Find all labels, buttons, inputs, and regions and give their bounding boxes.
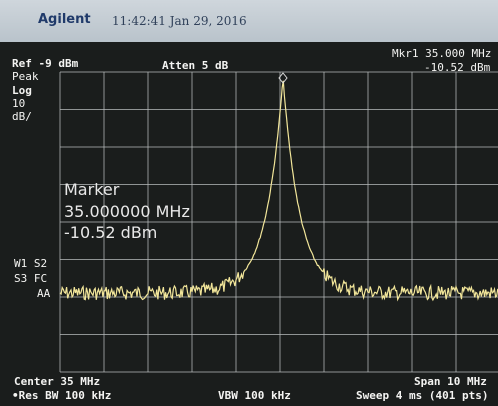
marker-frequency: 35.000000 MHz — [64, 202, 190, 221]
marker-readout-freq: Mkr1 35.000 MHz — [392, 47, 492, 60]
detector: Peak — [12, 70, 39, 83]
trace — [59, 80, 498, 302]
scale-unit: dB/ — [12, 110, 32, 123]
scale-value: 10 — [12, 97, 26, 110]
graticule — [59, 71, 498, 373]
video-bandwidth: VBW 100 kHz — [218, 389, 291, 402]
sweep: Sweep 4 ms (401 pts) — [356, 389, 489, 402]
attenuation: Atten 5 dB — [162, 59, 229, 72]
center-frequency: Center 35 MHz — [14, 375, 101, 388]
trace-status: AA — [37, 287, 51, 300]
marker-level: -10.52 dBm — [64, 223, 158, 242]
ref-level: Ref -9 dBm — [12, 57, 79, 70]
resolution-bandwidth: •Res BW 100 kHz — [12, 389, 112, 402]
trace-status: W1 S2 — [14, 257, 48, 270]
marker-diamond — [278, 72, 288, 84]
scale-type: Log — [12, 84, 32, 97]
title-bar — [0, 0, 498, 42]
marker-readout-level: -10.52 dBm — [424, 61, 491, 74]
brand: Agilent — [38, 12, 91, 27]
trace-status: S3 FC — [14, 272, 48, 285]
marker-label: Marker — [64, 180, 120, 199]
timestamp: 11:42:41 Jan 29, 2016 — [112, 14, 247, 28]
span: Span 10 MHz — [414, 375, 487, 388]
